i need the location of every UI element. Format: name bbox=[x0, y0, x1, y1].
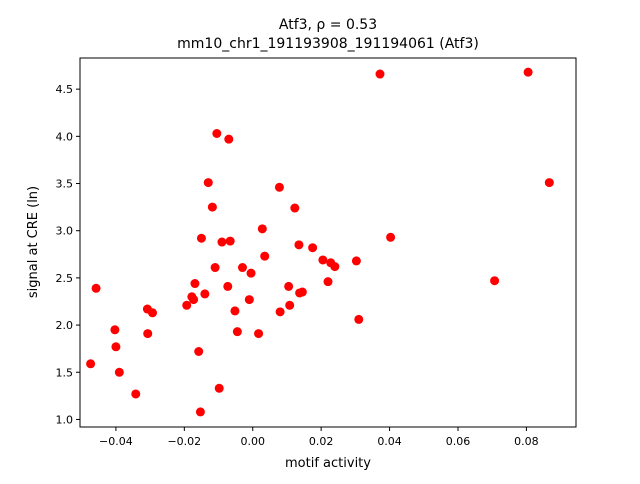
x-tick-label: −0.04 bbox=[99, 435, 133, 448]
data-point bbox=[200, 289, 210, 299]
data-point bbox=[91, 283, 101, 293]
y-tick-label: 1.0 bbox=[56, 413, 74, 426]
y-axis-ticks: 1.0 1.5 2.0 2.5 3.0 3.5 4.0 4.5 bbox=[56, 83, 80, 426]
data-point bbox=[190, 279, 200, 289]
data-point bbox=[318, 255, 328, 265]
data-point bbox=[290, 203, 300, 213]
y-tick-label: 4.5 bbox=[56, 83, 74, 96]
data-point bbox=[244, 295, 254, 305]
data-point bbox=[351, 256, 361, 266]
data-point bbox=[254, 329, 264, 339]
data-point bbox=[225, 236, 235, 246]
data-point bbox=[260, 251, 270, 261]
data-point bbox=[210, 263, 220, 273]
data-point bbox=[230, 306, 240, 316]
data-point bbox=[375, 69, 385, 79]
chart-title-line1: Atf3, ρ = 0.53 bbox=[279, 17, 377, 33]
data-point bbox=[223, 281, 233, 291]
y-tick-label: 3.0 bbox=[56, 225, 74, 238]
data-point bbox=[544, 178, 554, 188]
y-tick-label: 3.5 bbox=[56, 178, 74, 191]
plot-frame bbox=[79, 57, 577, 428]
data-point bbox=[224, 134, 234, 144]
data-point bbox=[285, 300, 295, 310]
data-point bbox=[182, 300, 192, 310]
data-point bbox=[246, 268, 256, 278]
data-point bbox=[212, 128, 222, 138]
x-tick-label: 0.06 bbox=[446, 435, 471, 448]
data-point bbox=[284, 281, 294, 291]
data-point bbox=[274, 182, 284, 192]
x-tick-label: 0.08 bbox=[514, 435, 539, 448]
data-point bbox=[148, 308, 158, 318]
data-point bbox=[189, 295, 199, 305]
y-tick-label: 1.5 bbox=[56, 366, 74, 379]
data-point bbox=[354, 314, 364, 324]
data-point bbox=[217, 237, 227, 247]
y-tick-label: 4.0 bbox=[56, 130, 74, 143]
data-point bbox=[297, 287, 307, 297]
data-point bbox=[131, 389, 141, 399]
chart-title-line2: mm10_chr1_191193908_191194061 (Atf3) bbox=[177, 36, 479, 52]
data-point bbox=[110, 325, 120, 335]
data-point bbox=[330, 262, 340, 272]
y-axis-label: signal at CRE (ln) bbox=[26, 186, 41, 298]
data-point bbox=[232, 327, 242, 337]
x-tick-label: −0.02 bbox=[167, 435, 201, 448]
data-point bbox=[275, 307, 285, 317]
data-point bbox=[237, 263, 247, 273]
data-point bbox=[294, 240, 304, 250]
data-point bbox=[490, 276, 500, 286]
data-point bbox=[214, 383, 224, 393]
data-point bbox=[523, 67, 533, 77]
data-point bbox=[323, 277, 333, 287]
data-point bbox=[143, 329, 153, 339]
x-tick-label: 0.04 bbox=[377, 435, 402, 448]
data-point bbox=[114, 367, 124, 377]
x-tick-label: 0.00 bbox=[240, 435, 265, 448]
data-points bbox=[86, 67, 554, 417]
data-point bbox=[195, 407, 205, 417]
data-point bbox=[308, 243, 318, 253]
data-point bbox=[196, 233, 206, 243]
x-axis-ticks: −0.04 −0.02 0.00 0.02 0.04 0.06 0.08 bbox=[99, 427, 539, 448]
data-point bbox=[207, 202, 217, 212]
x-tick-label: 0.02 bbox=[309, 435, 334, 448]
data-point bbox=[111, 342, 121, 352]
data-point bbox=[86, 359, 96, 369]
data-point bbox=[194, 347, 204, 357]
data-point bbox=[386, 232, 396, 242]
y-tick-label: 2.0 bbox=[56, 319, 74, 332]
data-point bbox=[203, 178, 213, 188]
x-axis-label: motif activity bbox=[285, 456, 371, 471]
y-tick-label: 2.5 bbox=[56, 272, 74, 285]
data-point bbox=[257, 224, 267, 234]
